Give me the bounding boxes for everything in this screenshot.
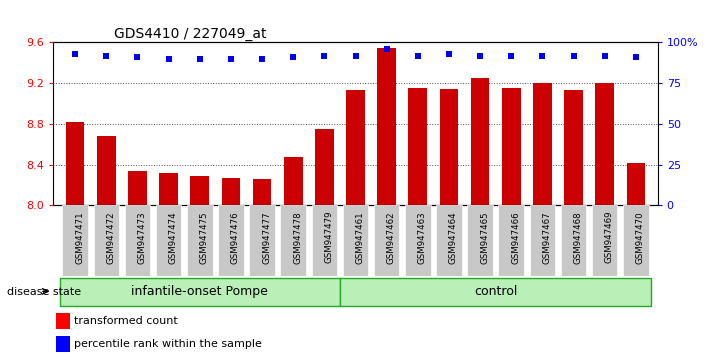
Text: percentile rank within the sample: percentile rank within the sample [75, 339, 262, 349]
Point [381, 46, 392, 52]
Text: GSM947478: GSM947478 [293, 211, 302, 264]
Bar [346, 90, 365, 205]
Point [350, 53, 361, 58]
Bar [471, 78, 489, 205]
Bar [374, 205, 400, 276]
Bar [530, 205, 555, 276]
Point [100, 53, 112, 58]
Bar [467, 205, 493, 276]
Text: GDS4410 / 227049_at: GDS4410 / 227049_at [114, 28, 266, 41]
Bar [124, 205, 150, 276]
Point [194, 56, 205, 62]
Text: GSM947466: GSM947466 [511, 211, 520, 264]
Point [443, 51, 454, 57]
Point [537, 53, 548, 58]
Bar [280, 205, 306, 276]
Text: GSM947474: GSM947474 [169, 211, 178, 264]
Point [319, 53, 330, 58]
Bar [436, 205, 461, 276]
Point [412, 53, 424, 58]
Bar [156, 205, 181, 276]
Bar [218, 205, 244, 276]
Bar [439, 89, 459, 205]
Text: GSM947477: GSM947477 [262, 211, 271, 264]
Text: disease state: disease state [7, 287, 81, 297]
Point [474, 53, 486, 58]
Bar [592, 205, 617, 276]
Text: GSM947475: GSM947475 [200, 211, 209, 264]
Bar [252, 179, 272, 205]
Bar [94, 205, 119, 276]
Bar [187, 205, 213, 276]
Point [225, 56, 237, 62]
Text: control: control [474, 285, 518, 298]
Bar [222, 178, 240, 205]
Bar [97, 136, 116, 205]
Point [287, 54, 299, 60]
Point [70, 51, 81, 57]
Bar [250, 205, 275, 276]
Text: GSM947469: GSM947469 [605, 211, 614, 263]
Text: GSM947472: GSM947472 [106, 211, 115, 264]
Text: GSM947479: GSM947479 [324, 211, 333, 263]
Bar [66, 122, 85, 205]
Point [630, 54, 641, 60]
Text: GSM947476: GSM947476 [231, 211, 240, 264]
Bar [533, 83, 552, 205]
Bar [561, 205, 587, 276]
Bar [191, 176, 209, 205]
Bar [565, 90, 583, 205]
Point [163, 56, 174, 62]
Bar [128, 171, 146, 205]
Bar [60, 278, 340, 306]
Bar [378, 47, 396, 205]
Bar [340, 278, 651, 306]
Text: GSM947465: GSM947465 [480, 211, 489, 264]
Point [132, 54, 143, 60]
Bar [498, 205, 524, 276]
Point [568, 53, 579, 58]
Bar [408, 88, 427, 205]
Text: GSM947464: GSM947464 [449, 211, 458, 264]
Bar [315, 129, 333, 205]
Text: GSM947468: GSM947468 [574, 211, 582, 264]
Text: GSM947470: GSM947470 [636, 211, 645, 264]
Point [599, 53, 611, 58]
Point [506, 53, 517, 58]
Text: GSM947471: GSM947471 [75, 211, 84, 264]
Point [257, 56, 268, 62]
Bar [56, 313, 70, 329]
Text: GSM947461: GSM947461 [356, 211, 365, 264]
Text: infantile-onset Pompe: infantile-onset Pompe [132, 285, 268, 298]
Text: GSM947467: GSM947467 [542, 211, 552, 264]
Bar [63, 205, 88, 276]
Text: GSM947463: GSM947463 [418, 211, 427, 264]
Bar [284, 158, 303, 205]
Bar [56, 336, 70, 352]
Bar [159, 173, 178, 205]
Bar [502, 88, 520, 205]
Text: transformed count: transformed count [75, 316, 178, 326]
Bar [595, 83, 614, 205]
Bar [311, 205, 337, 276]
Bar [343, 205, 368, 276]
Bar [623, 205, 648, 276]
Text: GSM947473: GSM947473 [137, 211, 146, 264]
Text: GSM947462: GSM947462 [387, 211, 395, 264]
Bar [405, 205, 431, 276]
Bar [626, 162, 645, 205]
